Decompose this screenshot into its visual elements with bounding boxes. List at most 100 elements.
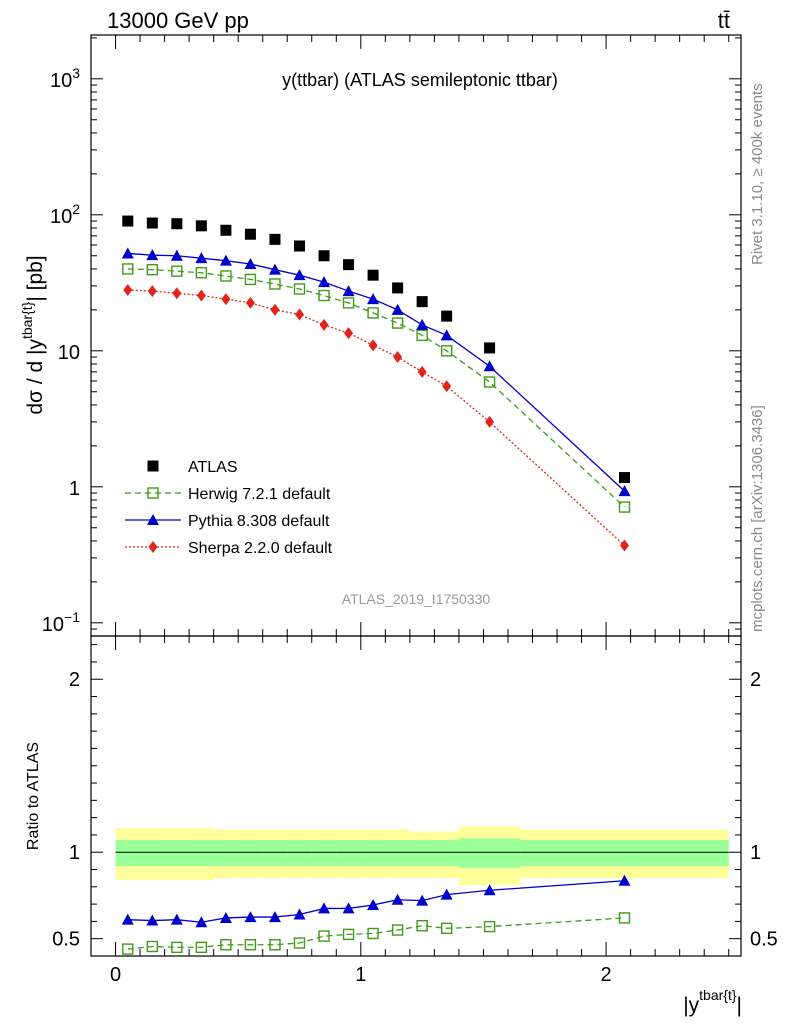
ratio-data-point bbox=[146, 940, 159, 953]
data-point bbox=[221, 293, 231, 306]
legend-marker bbox=[147, 514, 159, 525]
data-point bbox=[343, 259, 355, 271]
uncertainty-band-inner bbox=[164, 840, 190, 867]
plot-title: y(ttbar) (ATLAS semileptonic ttbar) bbox=[282, 70, 558, 90]
data-point bbox=[619, 539, 629, 552]
uncertainty-band-inner bbox=[458, 838, 521, 868]
data-point bbox=[146, 217, 158, 229]
data-point bbox=[440, 329, 453, 341]
ratio-data-point bbox=[342, 902, 355, 914]
legend-label: ATLAS bbox=[188, 459, 238, 476]
legend-marker bbox=[147, 487, 159, 499]
ratio-series-line bbox=[127, 880, 625, 923]
ratio-data-point bbox=[391, 893, 404, 905]
data-point bbox=[393, 351, 403, 364]
y-tick-label: 10 bbox=[58, 342, 80, 364]
ratio-data-point bbox=[195, 916, 208, 928]
data-point bbox=[269, 278, 281, 290]
data-point bbox=[270, 303, 280, 316]
ratio-data-point bbox=[195, 941, 208, 954]
ratio-data-point bbox=[269, 939, 281, 951]
data-point bbox=[417, 365, 427, 378]
data-point bbox=[121, 247, 134, 259]
uncertainty-band-inner bbox=[115, 840, 141, 867]
data-point bbox=[195, 252, 208, 264]
mcplots-label: mcplots.cern.ch [arXiv:1306.3436] bbox=[749, 405, 766, 632]
ratio-y-axis-label: Ratio to ATLAS bbox=[25, 742, 42, 850]
main-panel: 10−1 1 10 102 103 y(ttbar) (ATLAS semileptoni… bbox=[19, 34, 742, 637]
y-tick-label-right: 1 bbox=[750, 842, 761, 864]
x-tick-label: 2 bbox=[601, 964, 612, 986]
ratio-data-point bbox=[342, 928, 355, 941]
ratio-frame bbox=[90, 635, 742, 957]
ratio-data-point bbox=[220, 939, 232, 951]
ratio-series-line bbox=[127, 917, 625, 950]
data-point bbox=[391, 317, 404, 329]
data-point bbox=[367, 269, 379, 281]
ratio-data-point bbox=[170, 913, 183, 925]
data-point bbox=[171, 265, 183, 277]
data-point bbox=[318, 289, 330, 302]
ratio-data-point bbox=[122, 943, 134, 955]
y-tick-label-right: 2 bbox=[750, 669, 761, 691]
legend: ATLAS Herwig 7.2.1 default Pythia 8.308 de… bbox=[125, 459, 333, 557]
ratio-series-0 bbox=[122, 912, 631, 955]
data-point bbox=[244, 257, 257, 269]
data-point bbox=[342, 285, 355, 297]
ratio-data-point bbox=[171, 941, 183, 954]
ratio-data-point bbox=[483, 884, 496, 896]
data-point bbox=[318, 250, 330, 262]
series-0 bbox=[122, 215, 630, 484]
energy-label: 13000 GeV pp bbox=[107, 8, 249, 33]
data-point bbox=[269, 233, 281, 245]
data-point bbox=[195, 267, 208, 279]
y-tick-label: 10−1 bbox=[42, 609, 80, 636]
data-point bbox=[245, 296, 255, 309]
series-2 bbox=[121, 247, 631, 497]
data-point bbox=[441, 310, 453, 322]
x-tick-label: 0 bbox=[110, 964, 121, 986]
data-point bbox=[122, 263, 134, 275]
ratio-data-point bbox=[318, 902, 331, 914]
data-point bbox=[342, 297, 355, 309]
uncertainty-band-inner bbox=[434, 840, 459, 867]
legend-label: Herwig 7.2.1 default bbox=[188, 486, 331, 503]
data-point bbox=[122, 215, 134, 227]
data-point bbox=[416, 329, 428, 342]
data-point bbox=[344, 327, 354, 340]
data-point bbox=[392, 282, 404, 294]
y-tick-label-right: 0.5 bbox=[750, 929, 778, 951]
ratio-data-point bbox=[121, 913, 134, 925]
uncertainty-band-inner bbox=[520, 840, 729, 867]
rivet-label: Rivet 3.1.10, ≥ 400k events bbox=[749, 83, 766, 265]
ratio-series-1 bbox=[121, 874, 631, 928]
y-tick-label: 102 bbox=[50, 201, 80, 228]
uncertainty-band-inner bbox=[385, 840, 410, 867]
ratio-data-point bbox=[416, 894, 429, 906]
data-point bbox=[146, 263, 159, 276]
uncertainty-band-inner bbox=[287, 840, 312, 867]
data-point bbox=[416, 318, 429, 330]
series-1 bbox=[122, 263, 631, 513]
ratio-data-point bbox=[391, 924, 404, 936]
y-tick-label: 103 bbox=[50, 65, 80, 92]
ratio-panel: 0.5 0.5 1 1 2 2 0 1 2 Ratio to ATLAS |ytbar{t}| bbox=[25, 635, 778, 1017]
ratio-data-point bbox=[318, 930, 330, 942]
data-point bbox=[219, 254, 232, 266]
data-point bbox=[483, 360, 496, 372]
ratio-data-point bbox=[219, 911, 232, 923]
legend-label: Pythia 8.308 default bbox=[188, 513, 330, 530]
ratio-data-point bbox=[244, 939, 257, 951]
ratio-data-point bbox=[293, 908, 306, 920]
data-point bbox=[318, 276, 331, 288]
series-3 bbox=[123, 284, 629, 552]
data-point bbox=[244, 228, 256, 240]
ratio-data-point bbox=[618, 912, 631, 924]
data-point bbox=[220, 270, 232, 282]
uncertainty-band-inner bbox=[360, 840, 386, 867]
legend-marker bbox=[147, 460, 159, 472]
y-tick-label: 0.5 bbox=[52, 929, 80, 951]
legend-label: Sherpa 2.2.0 default bbox=[188, 540, 333, 557]
data-point bbox=[220, 224, 232, 236]
